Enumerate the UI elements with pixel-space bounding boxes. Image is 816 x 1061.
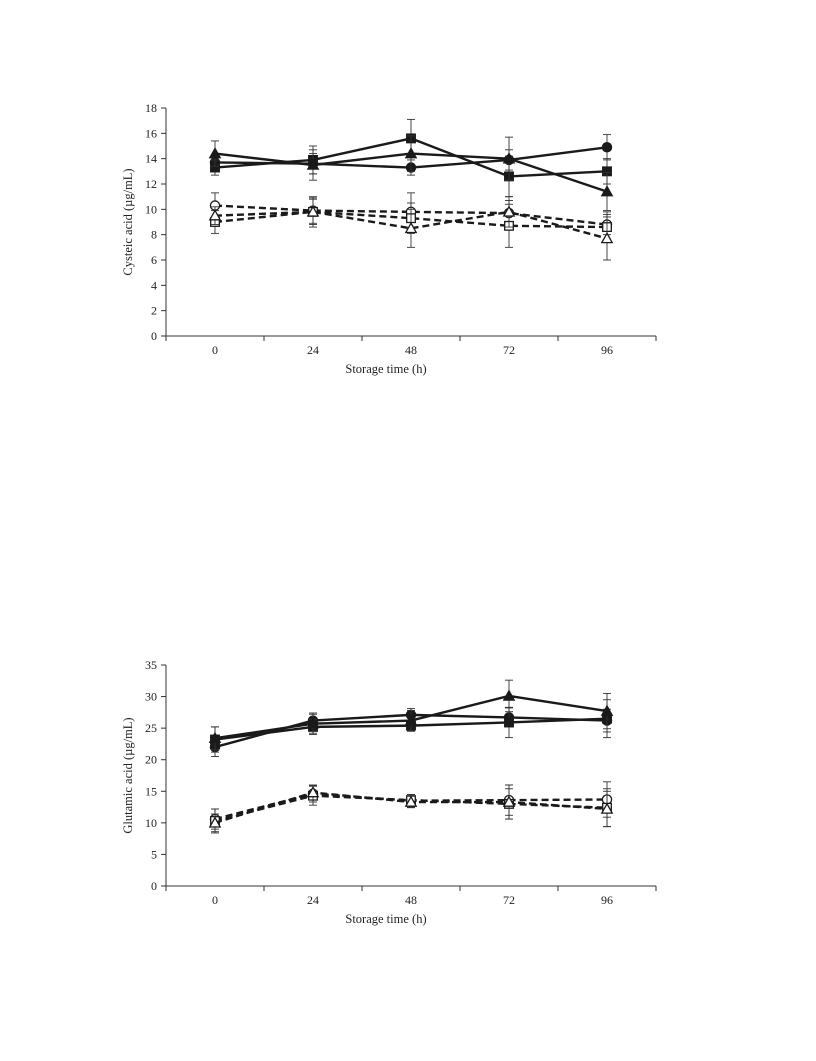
y-tick-label: 25 bbox=[145, 721, 157, 735]
data-point bbox=[600, 185, 614, 197]
series-3 bbox=[208, 135, 614, 212]
data-point bbox=[502, 795, 516, 807]
data-point bbox=[502, 205, 516, 217]
data-point bbox=[404, 795, 418, 807]
x-tick-label: 72 bbox=[503, 893, 515, 907]
y-tick-label: 20 bbox=[145, 753, 157, 767]
y-tick-label: 14 bbox=[145, 152, 157, 166]
y-tick-label: 5 bbox=[151, 847, 157, 861]
x-axis-label: Storage time (h) bbox=[345, 362, 426, 376]
y-axis-label: Cysteic acid (µg/mL) bbox=[121, 168, 135, 275]
data-point bbox=[208, 209, 222, 221]
data-point bbox=[601, 142, 613, 153]
data-point bbox=[306, 786, 320, 798]
x-tick-label: 0 bbox=[212, 343, 218, 357]
chart-2: 0 5 10 15 20 25 30 35 0 24 48 72 96 Storage time (h) G… bbox=[121, 658, 657, 926]
data-point bbox=[600, 704, 614, 716]
y-tick-label: 12 bbox=[145, 177, 157, 191]
y-tick-label: 0 bbox=[151, 879, 157, 893]
y-tick-label: 35 bbox=[145, 658, 157, 672]
y-tick-label: 0 bbox=[151, 329, 157, 343]
data-point bbox=[208, 816, 222, 828]
x-tick-label: 48 bbox=[405, 893, 417, 907]
x-tick-label: 24 bbox=[307, 343, 319, 357]
x-tick-label: 96 bbox=[601, 343, 613, 357]
x-tick-label: 72 bbox=[503, 343, 515, 357]
y-tick-label: 30 bbox=[145, 690, 157, 704]
data-point bbox=[404, 714, 418, 726]
data-point bbox=[208, 731, 222, 744]
data-point bbox=[306, 158, 320, 170]
data-point bbox=[208, 147, 222, 159]
series-line bbox=[214, 210, 608, 240]
y-tick-label: 4 bbox=[151, 278, 157, 292]
data-point bbox=[306, 205, 320, 217]
x-tick-label: 96 bbox=[601, 893, 613, 907]
series-6 bbox=[208, 196, 614, 261]
y-tick-label: 15 bbox=[145, 784, 157, 798]
series-3 bbox=[208, 679, 614, 751]
x-axis-label: Storage time (h) bbox=[345, 912, 426, 926]
x-tick-label: 24 bbox=[307, 893, 319, 907]
series-5 bbox=[210, 785, 612, 834]
y-tick-label: 8 bbox=[151, 228, 157, 242]
y-tick-label: 6 bbox=[151, 253, 157, 267]
x-tick-label: 0 bbox=[212, 893, 218, 907]
y-tick-label: 16 bbox=[145, 126, 157, 140]
data-point bbox=[404, 221, 418, 234]
y-tick-label: 18 bbox=[145, 101, 157, 115]
data-point bbox=[600, 231, 614, 244]
data-point bbox=[306, 717, 320, 729]
series-6 bbox=[208, 784, 614, 833]
x-tick-label: 48 bbox=[405, 343, 417, 357]
y-tick-label: 10 bbox=[145, 816, 157, 830]
data-point bbox=[502, 689, 516, 701]
data-point bbox=[404, 147, 418, 159]
y-tick-label: 10 bbox=[145, 202, 157, 216]
data-point bbox=[502, 152, 516, 164]
y-axis-label: Glutamic acid (µg/mL) bbox=[121, 717, 135, 833]
y-tick-label: 2 bbox=[151, 304, 157, 318]
data-point bbox=[600, 802, 614, 814]
data-point bbox=[504, 717, 514, 728]
